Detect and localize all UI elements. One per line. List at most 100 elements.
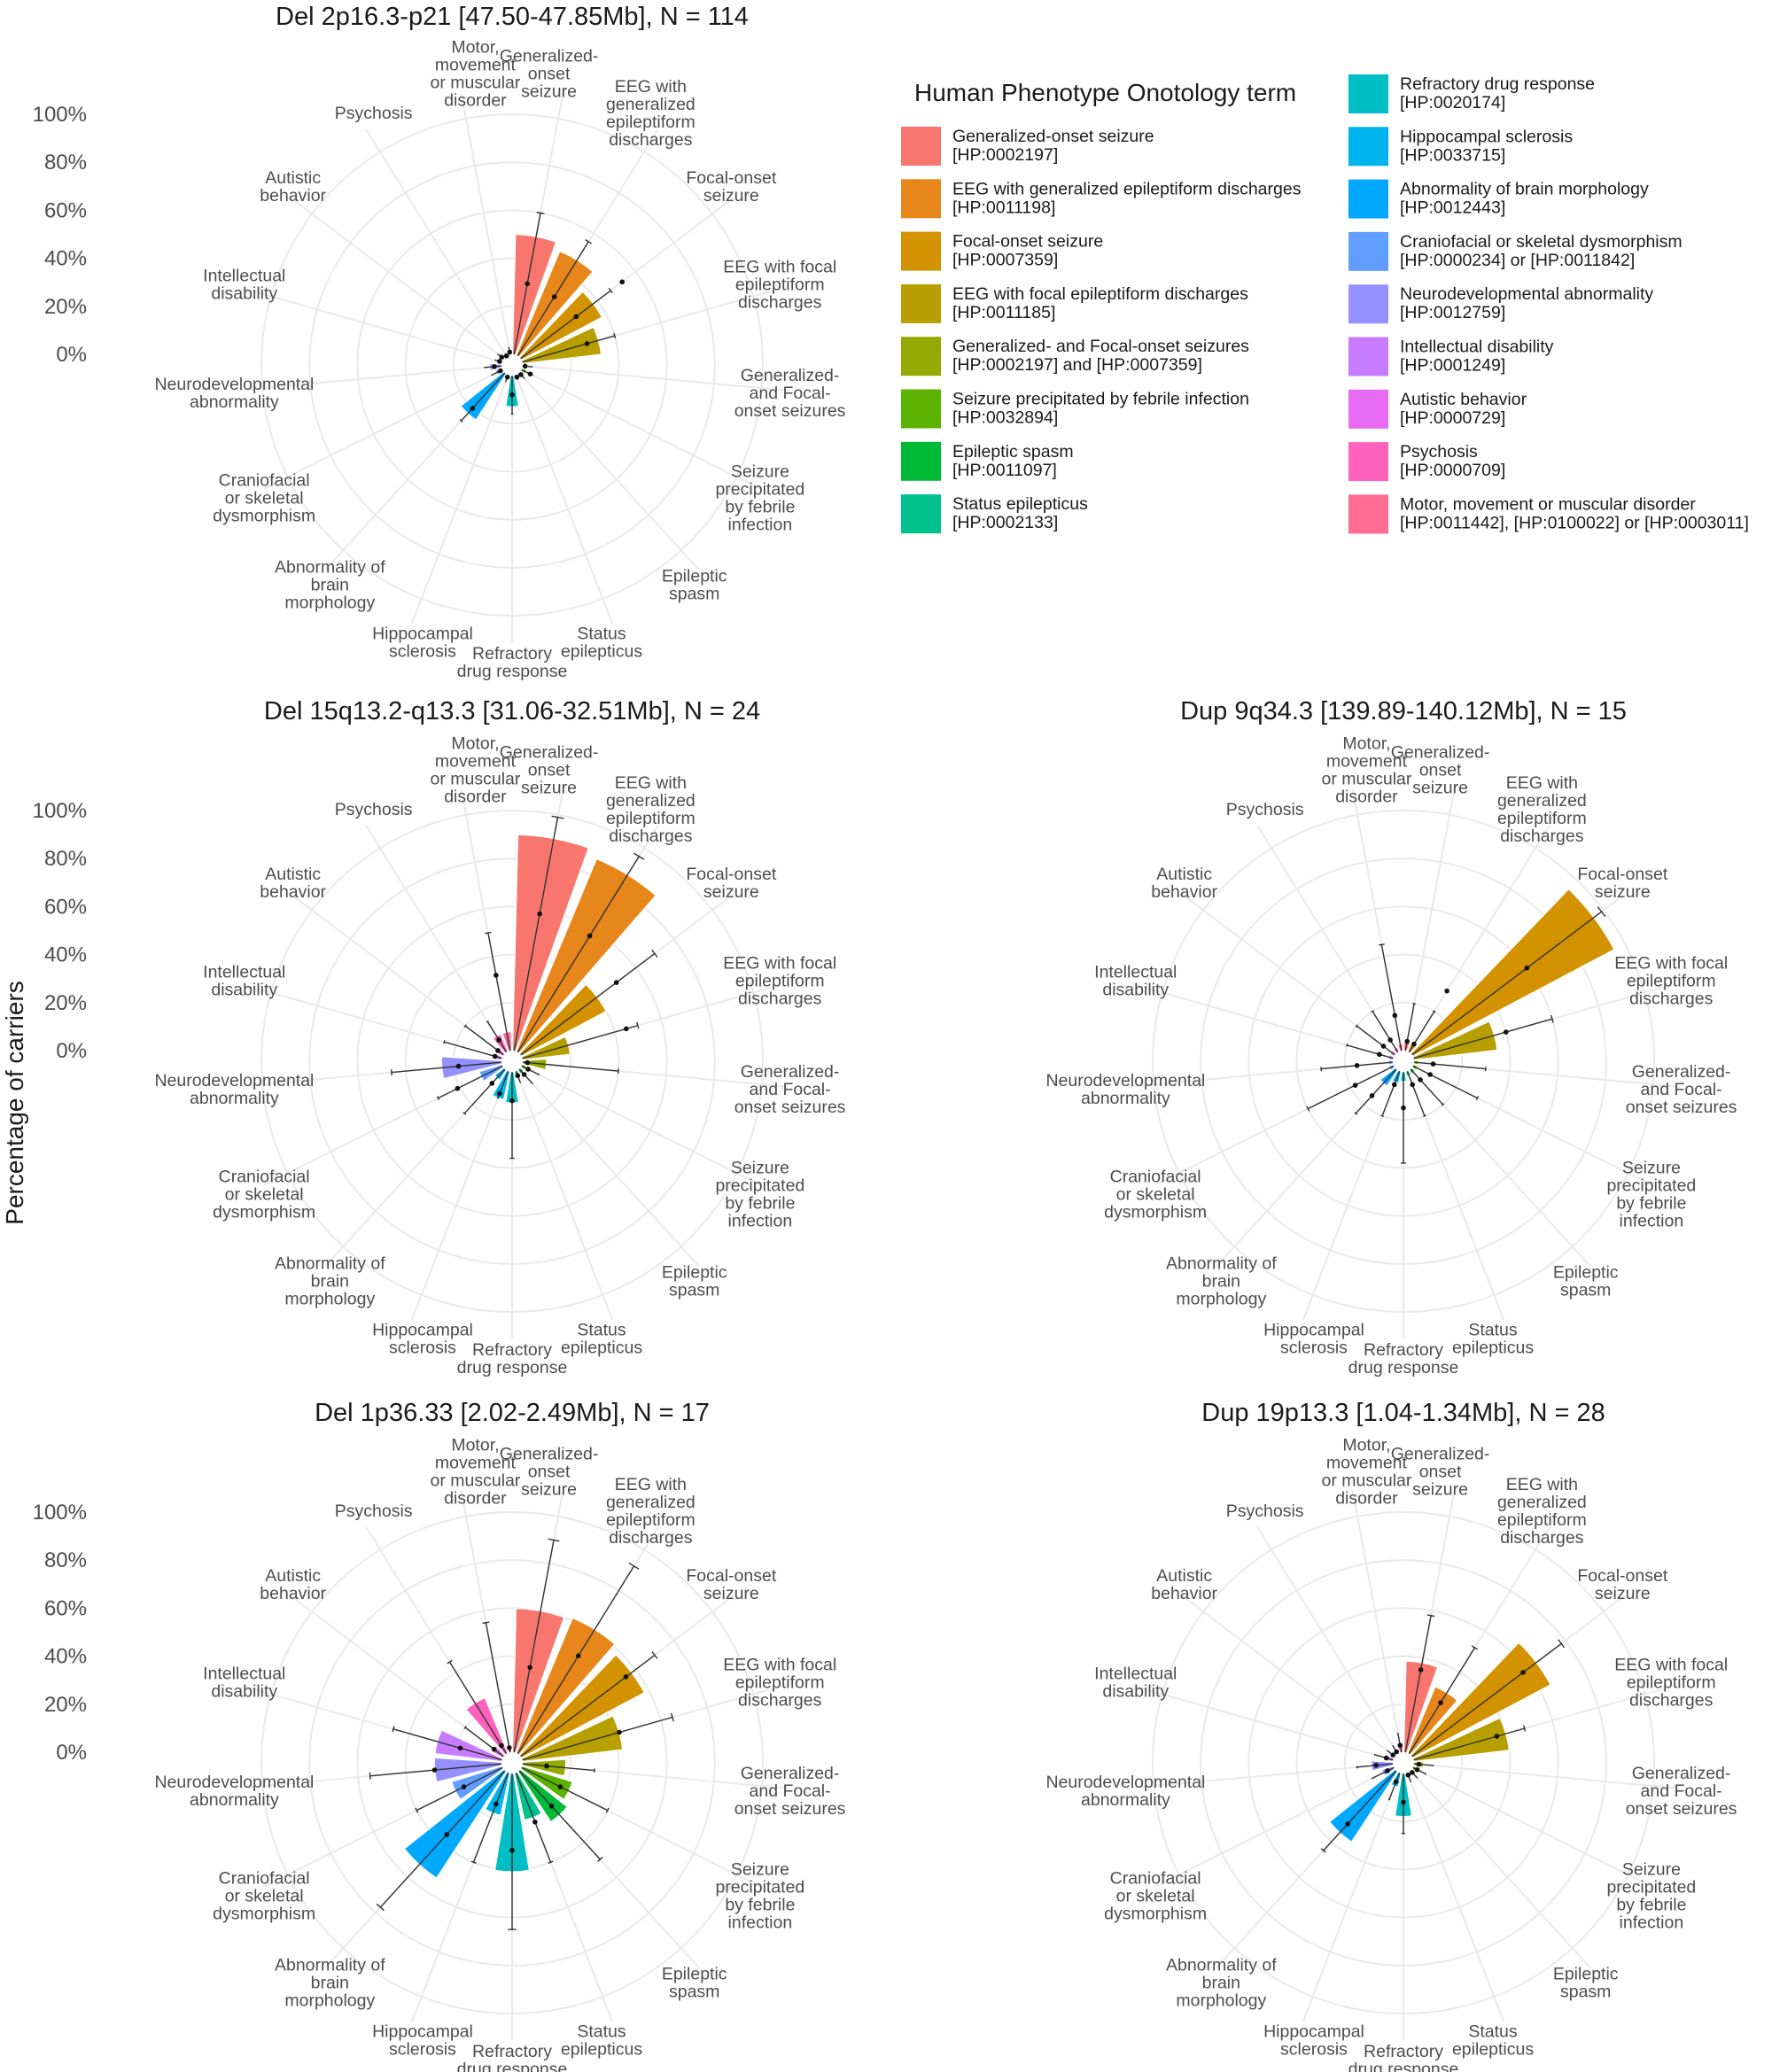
spoke-line [1154,1766,1395,1888]
category-label: Motor, movement or muscular disorder [431,734,521,807]
error-cap [1378,943,1385,946]
error-bar [1413,1727,1525,1761]
error-cap [463,1726,467,1729]
legend-code: [HP:0000234] or [HP:0011842] [1400,251,1635,270]
polar-chart-1: Del 2p16.3-p21 [47.50-47.85Mb], N = 114 G… [33,3,846,681]
error-cap [1426,1614,1435,1618]
error-cap [636,1021,640,1029]
error-cap [436,1096,440,1100]
error-cap [613,332,617,339]
point-estimate [1352,1083,1358,1088]
y-tick-label: 80% [44,847,87,871]
category-label: Motor, movement or muscular disorder [431,1436,521,1509]
error-cap [1320,1848,1326,1853]
error-cap [1371,1777,1374,1780]
legend-code: [HP:0011097] [952,461,1057,480]
category-label: Refractory drug response [457,2042,568,2072]
point-estimate [1410,1770,1415,1775]
point-estimate [623,1674,629,1680]
error-cap [605,1807,610,1813]
category-label: Craniofacial or skeletal dysmorphism [1104,1167,1207,1222]
legend-label: Motor, movement or muscular disorder [1400,494,1696,514]
category-label: Psychosis [1226,1502,1304,1521]
point-estimate [499,1742,504,1749]
legend-title: Human Phenotype Onotology term [914,79,1296,106]
legend-label: Neurodevelopmental abnormality [1400,284,1653,304]
error-cap [485,931,492,935]
error-bar [521,1766,609,1812]
error-cap [376,1903,385,1912]
point-estimate [525,1067,531,1072]
legend-item: EEG with focal epileptiform discharges[H… [901,283,1248,323]
error-bar [472,1772,509,1863]
category-label: EEG with focal epileptiform discharges [723,257,836,312]
legend-item: Autistic behavior[HP:0000729] [1348,389,1527,429]
point-estimate [1410,1082,1416,1088]
error-cap [415,1807,419,1813]
y-tick-label: 80% [44,151,87,175]
category-label: Generalized-onset seizure [500,1445,599,1500]
error-bar [486,1020,508,1053]
chart-title: Del 1p36.33 [2.02-2.49Mb], N = 17 [315,1399,710,1427]
error-cap [628,1562,640,1570]
point-estimate [522,363,528,369]
point-estimate [509,392,515,398]
y-tick-label: 100% [33,1501,87,1525]
point-estimate [1405,1772,1411,1778]
bar-eeg-with-generalized-epileptiform-discharges [515,1617,617,1756]
category-label: Status epilepticus [1452,2022,1534,2059]
legend-swatch [901,441,941,481]
legend-swatch [1348,284,1388,324]
bar-focal-onset-seizure [518,1653,646,1759]
error-cap [1475,1096,1480,1100]
y-tick-label: 60% [44,895,87,919]
category-label: Generalized-onset seizure [500,47,599,102]
point-estimate [499,354,505,360]
legend-item: Neurodevelopmental abnormality[HP:001275… [1348,284,1653,324]
category-label: Focal-onset seizure [1577,865,1667,902]
point-estimate [617,1729,622,1735]
spoke-line [1136,1686,1394,1761]
point-estimate [497,1090,502,1097]
category-label: Epileptic spasm [662,1965,727,2002]
category-label: EEG with focal epileptiform discharges [723,953,836,1008]
legend-swatch [901,389,941,429]
bar-eeg-with-focal-epileptiform-discharges [520,1035,571,1061]
error-cap [462,1112,467,1115]
legend-item: Intellectual disability[HP:0001249] [1348,337,1554,376]
category-label: Hippocampal sclerosis [1263,1320,1364,1357]
category-label: Focal-onset seizure [686,865,776,902]
category-label: Hippocampal sclerosis [372,624,473,661]
legend-label: Craniofacial or skeletal dysmorphism [1400,232,1683,252]
bar-focal-onset-seizure [1410,1641,1552,1759]
bar-generalized-onset-seizure [511,233,557,356]
bar-status-epilepticus [513,1771,543,1821]
error-cap [1550,1014,1554,1023]
point-estimate [470,406,476,411]
point-estimate [584,341,590,346]
bar-neurodevelopmental-abnormality [440,1055,503,1080]
point-estimate [527,1665,532,1671]
spoke-line [1412,1766,1652,1888]
error-cap [551,815,564,819]
legend-label: Status epilepticus [952,494,1088,514]
legend-swatch [901,337,941,376]
spoke-line [518,1068,700,1267]
legend-item: Generalized- and Focal-onset seizures[HP… [901,337,1249,376]
bar-focal-onset-seizure [518,290,603,361]
legend-swatch [1348,389,1388,429]
spoke-line [1256,1526,1399,1755]
category-label: Epileptic spasm [662,567,727,604]
category-label: Status epilepticus [1452,1320,1534,1357]
error-cap [459,418,463,423]
legend-code: [HP:0007359] [952,251,1058,270]
error-bar [392,1728,502,1761]
category-label: Craniofacial or skeletal dysmorphism [213,470,315,525]
point-estimate [1404,1038,1410,1044]
error-cap [1441,1103,1445,1106]
error-bar [1413,1061,1486,1070]
bar-eeg-with-generalized-epileptiform-discharges [515,250,595,358]
point-estimate [537,911,542,917]
legend-item: Status epilepticus[HP:0002133] [901,494,1088,534]
